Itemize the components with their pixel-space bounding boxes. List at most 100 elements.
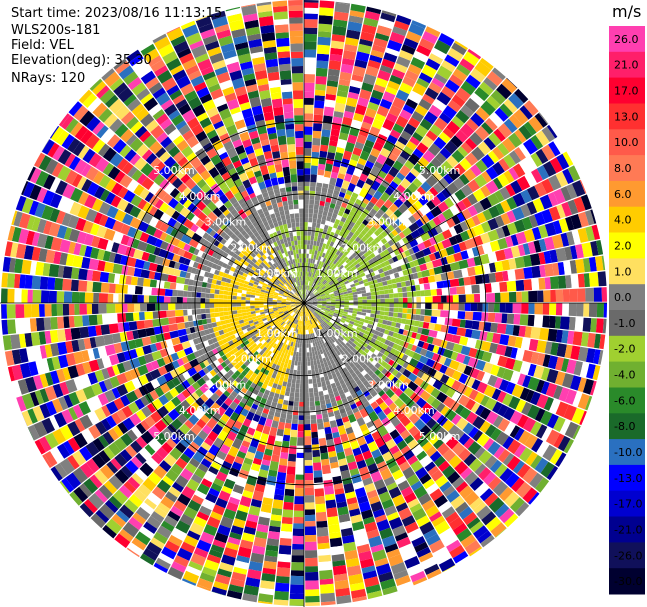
velocity-gate [320, 294, 326, 298]
velocity-gate [360, 397, 368, 404]
velocity-gate [350, 257, 357, 264]
velocity-gate [321, 303, 327, 306]
velocity-gate [314, 195, 321, 201]
velocity-gate [400, 281, 407, 287]
velocity-gate [326, 316, 332, 320]
velocity-gate [343, 349, 350, 356]
velocity-gate [323, 275, 328, 280]
velocity-gate [331, 285, 336, 289]
velocity-gate [367, 236, 374, 243]
velocity-gate [499, 281, 508, 292]
velocity-gate [434, 323, 442, 332]
velocity-gate [304, 365, 308, 371]
velocity-gate [295, 388, 300, 393]
velocity-gate [342, 332, 348, 337]
velocity-gate [408, 350, 415, 358]
velocity-gate [451, 318, 461, 327]
velocity-gate [346, 285, 351, 289]
velocity-gate [352, 359, 359, 366]
velocity-gate [340, 226, 347, 233]
velocity-gate [304, 168, 311, 175]
velocity-gate [293, 406, 299, 411]
velocity-gate [304, 352, 307, 357]
velocity-gate [232, 306, 237, 311]
velocity-gate [312, 296, 317, 300]
velocity-gate [259, 305, 264, 308]
velocity-gate [325, 283, 330, 287]
velocity-gate [334, 102, 346, 113]
velocity-gate [358, 393, 366, 401]
velocity-gate [325, 310, 330, 313]
velocity-gate [200, 308, 206, 314]
velocity-gate [379, 328, 386, 334]
velocity-gate [304, 361, 308, 366]
velocity-gate [290, 570, 304, 577]
velocity-gate [349, 263, 355, 269]
velocity-gate [369, 347, 376, 353]
velocity-gate [296, 445, 304, 453]
velocity-gate [223, 290, 229, 295]
velocity-gate [393, 303, 399, 308]
velocity-gate [313, 236, 318, 242]
velocity-gate [340, 254, 346, 260]
velocity-gate [374, 362, 381, 369]
velocity-gate [307, 297, 311, 301]
velocity-gate [316, 174, 324, 184]
velocity-gate [334, 307, 340, 311]
velocity-gate [360, 345, 366, 351]
velocity-gate [344, 218, 351, 225]
velocity-gate [388, 258, 395, 265]
velocity-gate [293, 365, 298, 371]
velocity-gate [358, 366, 365, 373]
velocity-gate [288, 445, 297, 455]
velocity-gate [317, 44, 330, 55]
velocity-gate [345, 282, 351, 287]
velocity-gate [453, 269, 463, 279]
velocity-gate [314, 396, 320, 402]
velocity-gate [339, 298, 345, 301]
velocity-gate [321, 299, 327, 301]
velocity-gate [268, 304, 273, 307]
velocity-gate [316, 307, 322, 310]
velocity-gate [358, 354, 365, 360]
velocity-gate [341, 325, 347, 330]
velocity-gate [233, 317, 239, 322]
velocity-gate [313, 318, 317, 323]
velocity-gate [384, 311, 389, 316]
velocity-gate [308, 267, 312, 273]
velocity-gate [404, 249, 411, 257]
velocity-gate [530, 326, 541, 340]
velocity-gate [401, 354, 409, 361]
velocity-gate [322, 343, 327, 349]
velocity-gate [388, 341, 395, 348]
velocity-gate [330, 307, 336, 310]
velocity-gate [318, 391, 324, 397]
velocity-gate [361, 363, 368, 370]
velocity-gate [296, 452, 304, 459]
velocity-gate [355, 357, 362, 363]
velocity-gate [505, 324, 514, 336]
velocity-gate [363, 282, 370, 287]
velocity-gate [362, 333, 369, 339]
velocity-gate [326, 301, 332, 303]
velocity-gate [527, 314, 535, 327]
velocity-gate [223, 303, 228, 308]
velocity-gate [309, 244, 313, 250]
velocity-gate [306, 306, 310, 311]
velocity-gate [343, 238, 349, 245]
velocity-gate [494, 292, 501, 303]
velocity-gate [381, 276, 387, 282]
velocity-gate [393, 293, 399, 298]
velocity-gate [336, 333, 341, 338]
velocity-gate [362, 258, 368, 264]
velocity-gate [312, 283, 316, 288]
velocity-gate [285, 474, 295, 484]
velocity-gate [315, 76, 327, 85]
velocity-gate [282, 381, 288, 387]
velocity-gate [370, 337, 377, 344]
velocity-gate [330, 299, 336, 302]
velocity-gate [394, 260, 401, 267]
velocity-gate [305, 267, 308, 272]
velocity-gate [291, 182, 298, 187]
velocity-gate [319, 7, 334, 17]
